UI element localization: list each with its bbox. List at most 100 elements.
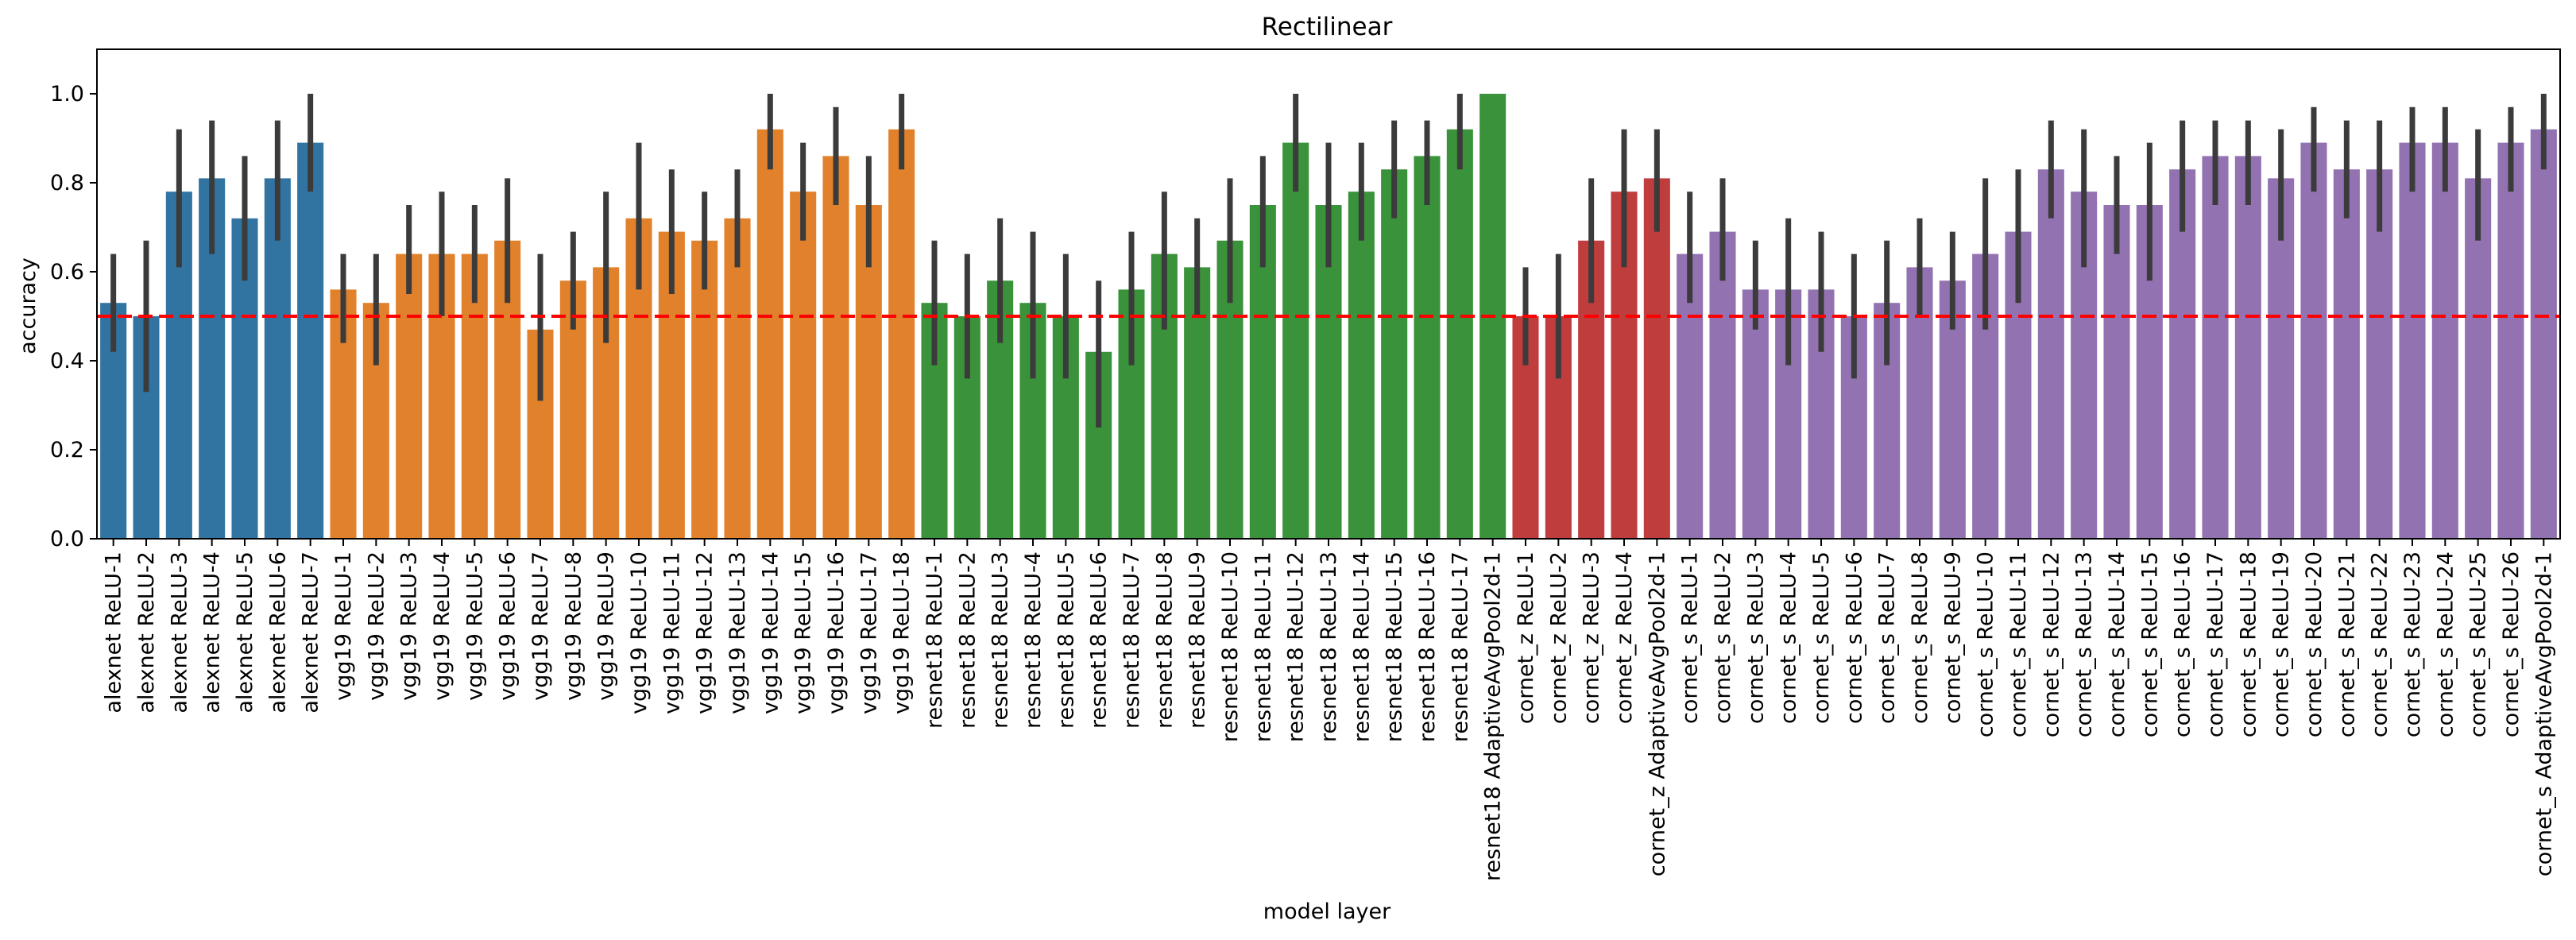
x-tick-label: resnet18 ReLU-9 xyxy=(1186,551,1210,729)
x-tick-label: cornet_s ReLU-13 xyxy=(2072,551,2097,737)
x-tick-label: cornet_s ReLU-14 xyxy=(2105,551,2129,737)
x-tick-label: vgg19 ReLU-12 xyxy=(693,551,717,714)
x-tick-label: resnet18 ReLU-13 xyxy=(1317,551,1341,742)
x-tick-label: cornet_s ReLU-24 xyxy=(2433,551,2458,737)
x-tick-label: resnet18 ReLU-10 xyxy=(1218,551,1243,742)
x-tick-label: vgg19 ReLU-6 xyxy=(496,551,520,701)
x-tick-label: vgg19 ReLU-3 xyxy=(397,551,422,701)
x-tick-label: cornet_s ReLU-18 xyxy=(2236,551,2261,737)
x-tick-label: resnet18 ReLU-14 xyxy=(1349,551,1374,742)
bar-cornet-z-adaptiveavgpool2d-1 xyxy=(1643,178,1670,539)
x-tick-label: vgg19 ReLU-18 xyxy=(890,551,915,714)
x-tick-label: cornet_s ReLU-15 xyxy=(2137,551,2162,737)
x-tick-label: alexnet ReLU-6 xyxy=(265,551,290,714)
y-tick-label: 0.4 xyxy=(50,349,84,373)
x-tick-label: cornet_s ReLU-6 xyxy=(1842,551,1866,724)
x-tick-label: resnet18 ReLU-16 xyxy=(1415,551,1440,742)
x-tick-label: cornet_s ReLU-20 xyxy=(2302,551,2327,737)
bars-layer xyxy=(100,94,2557,540)
x-tick-label: cornet_s ReLU-8 xyxy=(1908,551,1932,724)
bar-cornet-s-relu-18 xyxy=(2234,156,2261,539)
x-tick-label: resnet18 ReLU-11 xyxy=(1251,551,1275,742)
bar-resnet18-relu-14 xyxy=(1348,191,1375,539)
x-tick-label: cornet_z ReLU-3 xyxy=(1580,551,1604,724)
x-axis-label: model layer xyxy=(1263,899,1391,924)
x-tick-label: cornet_z AdaptiveAvgPool2d-1 xyxy=(1645,551,1669,876)
x-tick-label: resnet18 ReLU-17 xyxy=(1448,551,1472,742)
bar-alexnet-relu-7 xyxy=(297,142,324,539)
x-tick-label: vgg19 ReLU-1 xyxy=(331,551,356,701)
x-tick-label: resnet18 ReLU-3 xyxy=(988,551,1013,729)
x-tick-label: cornet_z ReLU-2 xyxy=(1546,551,1571,724)
bar-resnet18-relu-12 xyxy=(1282,142,1309,539)
bar-resnet18-relu-17 xyxy=(1446,129,1473,540)
x-tick-label: alexnet ReLU-4 xyxy=(200,551,225,714)
bar-cornet-s-relu-2 xyxy=(1709,231,1736,539)
bar-cornet-s-relu-17 xyxy=(2202,156,2229,539)
x-tick-label: cornet_s ReLU-2 xyxy=(1711,551,1735,724)
bar-vgg19-relu-18 xyxy=(888,129,915,540)
x-tick-label: resnet18 ReLU-4 xyxy=(1021,551,1046,729)
bar-cornet-s-relu-26 xyxy=(2497,142,2524,539)
bar-cornet-s-relu-3 xyxy=(1742,289,1769,539)
x-tick-label: vgg19 ReLU-10 xyxy=(627,551,652,714)
y-tick-label: 0.2 xyxy=(50,438,84,462)
x-tick-label: vgg19 ReLU-5 xyxy=(462,551,487,701)
bar-vgg19-relu-15 xyxy=(790,191,817,539)
x-tick-label: cornet_s ReLU-23 xyxy=(2400,551,2425,737)
x-tick-label: cornet_s ReLU-11 xyxy=(2006,551,2031,737)
bar-vgg19-relu-16 xyxy=(822,156,849,539)
x-axis: alexnet ReLU-1 alexnet ReLU-2 alexnet ReLU… xyxy=(102,539,2556,881)
x-tick-label: alexnet ReLU-5 xyxy=(233,551,257,714)
x-tick-label: cornet_s ReLU-3 xyxy=(1743,551,1768,724)
x-tick-label: vgg19 ReLU-2 xyxy=(364,551,389,701)
bar-cornet-s-relu-14 xyxy=(2103,205,2130,539)
x-tick-label: resnet18 ReLU-5 xyxy=(1054,551,1078,729)
x-tick-label: cornet_z ReLU-1 xyxy=(1514,551,1538,724)
x-tick-label: vgg19 ReLU-17 xyxy=(857,551,881,714)
x-tick-label: vgg19 ReLU-8 xyxy=(561,551,586,701)
x-tick-label: cornet_s AdaptiveAvgPool2d-1 xyxy=(2532,551,2556,876)
x-tick-label: cornet_s ReLU-19 xyxy=(2269,551,2294,737)
bar-cornet-s-adaptiveavgpool2d-1 xyxy=(2530,129,2557,540)
error-bars-layer xyxy=(110,94,2547,427)
x-tick-label: vgg19 ReLU-15 xyxy=(791,551,816,714)
bar-vgg19-relu-14 xyxy=(756,129,783,540)
x-tick-label: vgg19 ReLU-16 xyxy=(824,551,849,714)
y-tick-label: 1.0 xyxy=(50,82,84,106)
x-tick-label: cornet_s ReLU-16 xyxy=(2171,551,2195,737)
x-tick-label: resnet18 ReLU-8 xyxy=(1152,551,1177,729)
x-tick-label: resnet18 ReLU-2 xyxy=(955,551,980,729)
bar-cornet-s-relu-23 xyxy=(2399,142,2426,539)
bar-vgg19-relu-13 xyxy=(724,218,751,539)
bar-cornet-s-relu-12 xyxy=(2037,169,2064,539)
x-tick-label: vgg19 ReLU-14 xyxy=(758,551,783,714)
x-tick-label: cornet_s ReLU-5 xyxy=(1809,551,1834,724)
x-tick-label: vgg19 ReLU-11 xyxy=(659,551,684,714)
x-tick-label: cornet_s ReLU-21 xyxy=(2334,551,2359,737)
x-tick-label: cornet_s ReLU-25 xyxy=(2466,551,2491,737)
x-tick-label: cornet_s ReLU-7 xyxy=(1875,551,1900,724)
y-axis-label: accuracy xyxy=(16,257,41,354)
x-tick-label: alexnet ReLU-7 xyxy=(299,551,323,714)
x-tick-label: vgg19 ReLU-9 xyxy=(594,551,619,701)
x-tick-label: vgg19 ReLU-4 xyxy=(430,551,454,701)
bar-vgg19-relu-3 xyxy=(396,253,423,539)
x-tick-label: alexnet ReLU-2 xyxy=(134,551,159,714)
bar-cornet-s-relu-20 xyxy=(2300,142,2327,539)
y-tick-label: 0.0 xyxy=(50,527,84,551)
x-tick-label: resnet18 ReLU-1 xyxy=(922,551,947,729)
x-tick-label: cornet_z ReLU-4 xyxy=(1612,551,1637,724)
x-tick-label: vgg19 ReLU-7 xyxy=(528,551,553,701)
y-axis: 0.0 0.2 0.4 0.6 0.8 1.0 xyxy=(50,82,97,551)
x-tick-label: cornet_s ReLU-17 xyxy=(2203,551,2228,737)
bar-cornet-s-relu-24 xyxy=(2431,142,2458,539)
chart-title: Rectilinear xyxy=(1262,13,1393,41)
x-tick-label: resnet18 ReLU-6 xyxy=(1087,551,1112,729)
x-tick-label: resnet18 ReLU-15 xyxy=(1383,551,1407,742)
x-tick-label: cornet_s ReLU-26 xyxy=(2499,551,2524,737)
x-tick-label: cornet_s ReLU-12 xyxy=(2039,551,2064,737)
bar-resnet18-relu-16 xyxy=(1414,156,1441,539)
x-tick-label: alexnet ReLU-3 xyxy=(167,551,191,714)
